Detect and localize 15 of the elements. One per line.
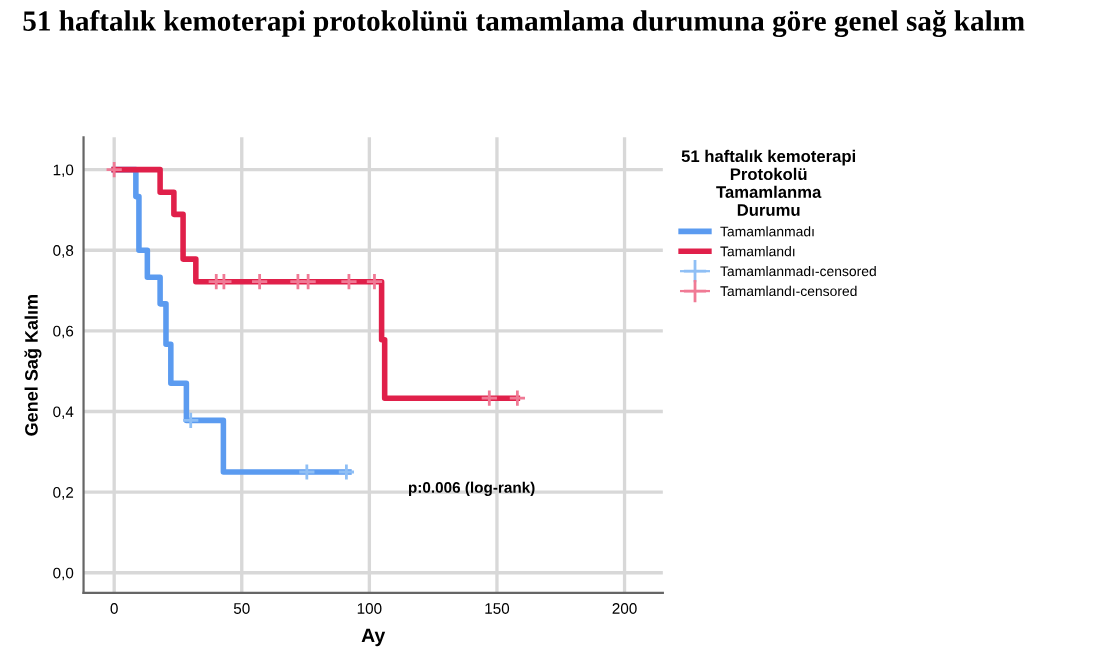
point (508, 389, 527, 408)
chart-title: 51 haftalık kemoterapi protokolünü tamamlama durumuna göre genel sağ kalım (23, 10, 1025, 38)
point (297, 463, 316, 481)
point (181, 411, 200, 430)
point (339, 272, 358, 291)
point (250, 272, 269, 291)
point (365, 272, 384, 291)
point (288, 272, 307, 291)
y-axis-title: Genel Sağ Kalım (24, 295, 42, 436)
point (105, 160, 124, 179)
x-axis-title: Ay (361, 628, 386, 647)
legend-title: 51 haftalık kemoterapi Protokolü Tamamlanma Durumu (681, 149, 856, 216)
point (337, 463, 356, 481)
point (299, 272, 318, 291)
point (480, 389, 499, 408)
